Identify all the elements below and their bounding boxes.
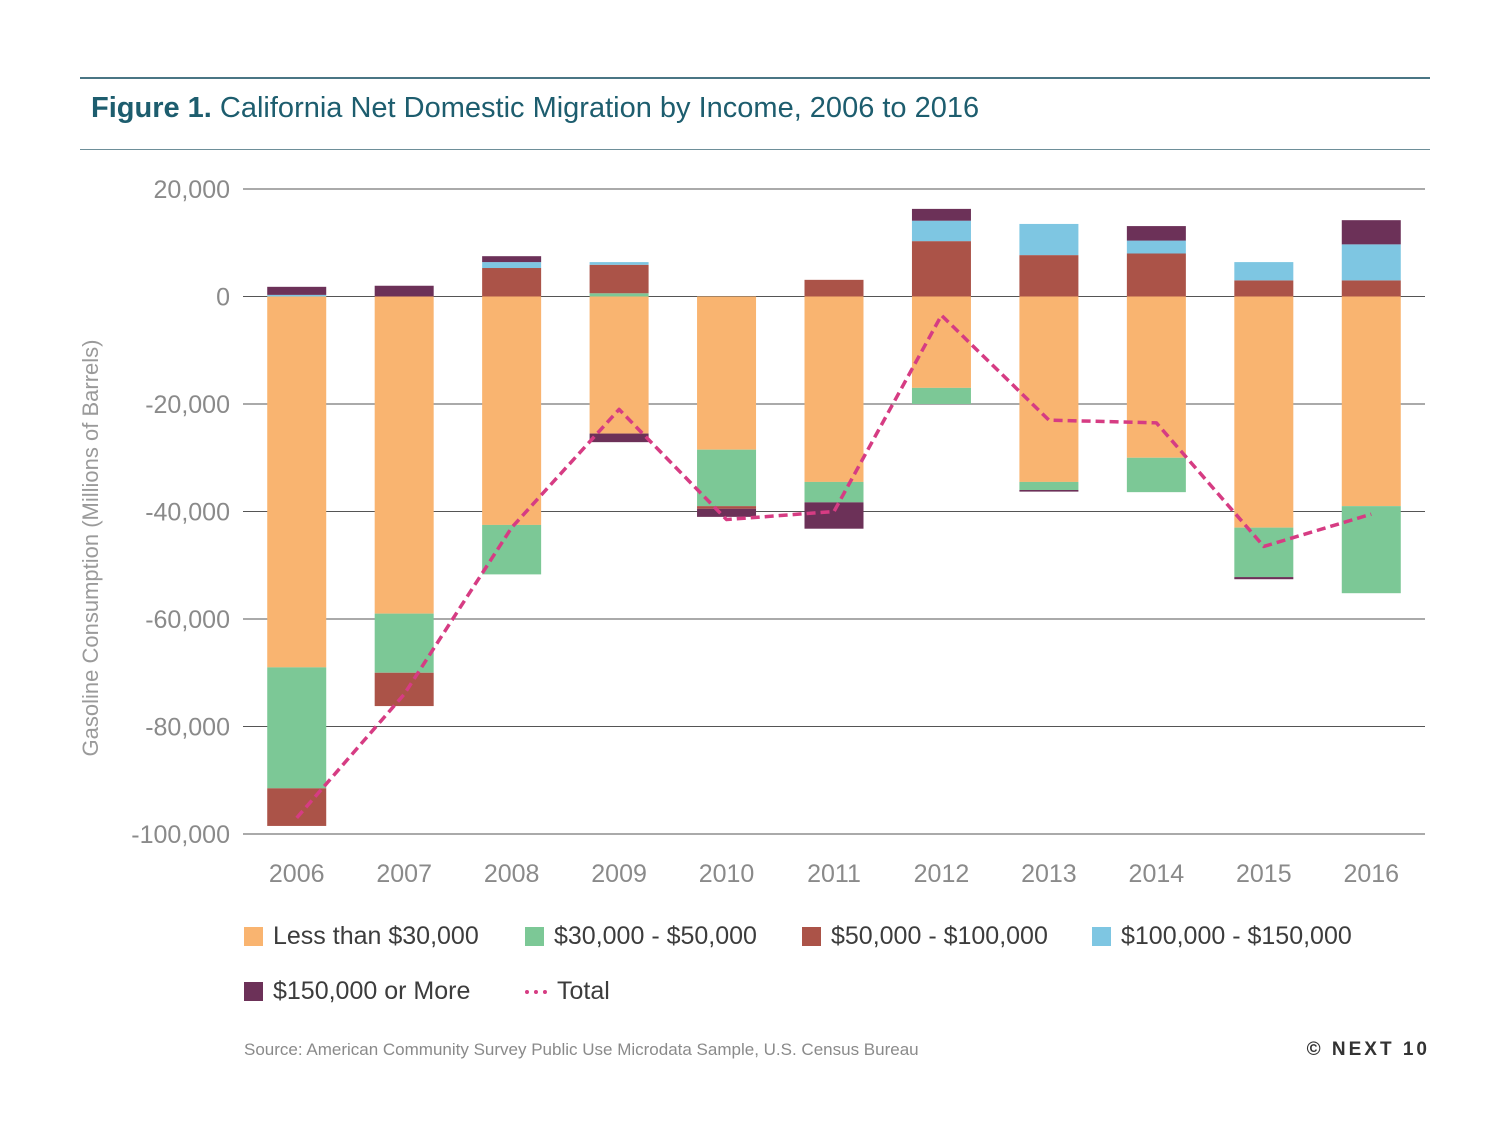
bar-segment bbox=[1234, 577, 1294, 580]
legend-label-total: Total bbox=[557, 977, 610, 1005]
bar-segment bbox=[804, 296, 864, 482]
legend-label-150k-plus: $150,000 or More bbox=[273, 977, 471, 1005]
y-axis-label: Gasoline Consumption (Millions of Barrel… bbox=[78, 340, 103, 757]
bar-segment bbox=[804, 279, 864, 297]
bar-segment bbox=[1019, 296, 1079, 482]
title-rule-top bbox=[80, 77, 1430, 79]
bar-segment bbox=[1234, 262, 1294, 281]
bar-segment bbox=[911, 208, 971, 221]
legend-swatch-total bbox=[525, 989, 547, 994]
legend-label-50k-100k: $50,000 - $100,000 bbox=[831, 922, 1048, 950]
bar-segment bbox=[374, 285, 434, 297]
bar-segment bbox=[589, 433, 649, 443]
figure-label: Figure 1. bbox=[91, 92, 212, 124]
bar-segment bbox=[1126, 240, 1186, 254]
brand-mark: © NEXT 10 bbox=[1306, 1039, 1430, 1060]
bar-segment bbox=[1019, 223, 1079, 256]
bar-segment bbox=[697, 296, 757, 450]
y-tick-label: 20,000 bbox=[154, 176, 230, 204]
bar-segment bbox=[589, 296, 649, 434]
legend-item-100k-150k: $100,000 - $150,000 bbox=[1092, 922, 1352, 951]
bar-segment bbox=[1341, 280, 1401, 297]
x-tick-label: 2008 bbox=[484, 860, 540, 888]
bar-segment bbox=[1019, 255, 1079, 297]
source-note: Source: American Community Survey Public… bbox=[244, 1040, 919, 1059]
x-tick-label: 2015 bbox=[1236, 860, 1292, 888]
legend-item-30k-50k: $30,000 - $50,000 bbox=[525, 922, 757, 951]
bar-segment bbox=[697, 508, 757, 517]
bars-group bbox=[267, 208, 1401, 826]
y-tick-label: -40,000 bbox=[145, 499, 230, 527]
y-tick-label: 0 bbox=[216, 284, 230, 312]
bar-segment bbox=[267, 294, 327, 297]
y-tick-label: -100,000 bbox=[131, 821, 230, 849]
bar-segment bbox=[1234, 280, 1294, 297]
bar-segment bbox=[697, 449, 757, 507]
bar-segment bbox=[1341, 296, 1401, 507]
x-tick-label: 2014 bbox=[1129, 860, 1185, 888]
bar-segment bbox=[482, 262, 542, 269]
bar-segment bbox=[267, 667, 327, 789]
x-tick-label: 2011 bbox=[807, 860, 861, 888]
bar-segment bbox=[589, 264, 649, 294]
legend-label-30k-50k: $30,000 - $50,000 bbox=[554, 922, 757, 950]
legend-item-150k-plus: $150,000 or More bbox=[244, 977, 470, 1006]
x-tick-label: 2016 bbox=[1343, 860, 1399, 888]
bar-segment bbox=[589, 262, 649, 265]
legend-label-100k-150k: $100,000 - $150,000 bbox=[1121, 922, 1352, 950]
legend-swatch-lt30k bbox=[244, 927, 263, 946]
legend-swatch-100k-150k bbox=[1092, 927, 1111, 946]
x-tick-label: 2007 bbox=[376, 860, 432, 888]
x-tick-label: 2009 bbox=[591, 860, 647, 888]
legend-item-total: Total bbox=[525, 977, 610, 1006]
bar-segment bbox=[374, 672, 434, 707]
bar-segment bbox=[374, 296, 434, 614]
legend-swatch-30k-50k bbox=[525, 927, 544, 946]
bar-segment bbox=[1341, 244, 1401, 281]
bar-segment bbox=[267, 296, 327, 668]
y-tick-label: -80,000 bbox=[145, 714, 230, 742]
bar-segment bbox=[482, 296, 542, 525]
legend-item-50k-100k: $50,000 - $100,000 bbox=[802, 922, 1048, 951]
bar-segment bbox=[911, 296, 971, 388]
bar-segment bbox=[804, 502, 864, 529]
legend-swatch-150k-plus bbox=[244, 982, 263, 1001]
figure-title-text: California Net Domestic Migration by Inc… bbox=[219, 92, 980, 124]
bar-segment bbox=[911, 241, 971, 297]
total-line bbox=[295, 313, 1372, 820]
bar-segment bbox=[1126, 226, 1186, 241]
title-rule-bottom bbox=[80, 149, 1430, 150]
x-tick-label: 2010 bbox=[699, 860, 755, 888]
bar-segment bbox=[804, 481, 864, 503]
bar-segment bbox=[1341, 220, 1401, 245]
x-tick-label: 2006 bbox=[269, 860, 325, 888]
x-tick-label: 2012 bbox=[914, 860, 970, 888]
bar-segment bbox=[482, 256, 542, 263]
bar-segment bbox=[1234, 296, 1294, 528]
tick-labels: 20,000 0 -20,000 -40,000 -60,000 -80,000 -100,… bbox=[131, 176, 1399, 888]
bar-segment bbox=[1234, 527, 1294, 578]
legend-item-lt30k: Less than $30,000 bbox=[244, 922, 479, 951]
bar-segment bbox=[1126, 253, 1186, 297]
bar-segment bbox=[1019, 490, 1079, 492]
legend-swatch-50k-100k bbox=[802, 927, 821, 946]
bar-segment bbox=[1126, 296, 1186, 458]
bar-segment bbox=[1019, 481, 1079, 490]
figure-title: Figure 1. California Net Domestic Migrat… bbox=[91, 92, 979, 125]
bar-segment bbox=[589, 293, 649, 297]
total-line-group bbox=[295, 313, 1372, 820]
bar-segment bbox=[697, 506, 757, 509]
y-tick-label: -60,000 bbox=[145, 606, 230, 634]
bar-segment bbox=[911, 387, 971, 404]
bar-segment bbox=[482, 268, 542, 297]
bar-segment bbox=[267, 286, 327, 295]
bar-segment bbox=[482, 524, 542, 575]
bar-segment bbox=[911, 220, 971, 242]
legend-label-lt30k: Less than $30,000 bbox=[273, 922, 479, 950]
bar-segment bbox=[1126, 457, 1186, 493]
x-tick-label: 2013 bbox=[1021, 860, 1077, 888]
y-tick-label: -20,000 bbox=[145, 391, 230, 419]
